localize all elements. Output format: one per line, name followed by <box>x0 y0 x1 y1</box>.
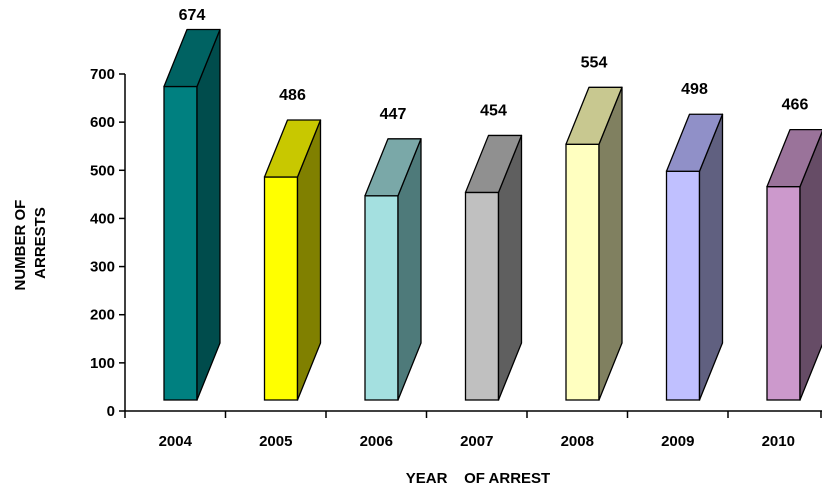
y-axis-title-line-1: NUMBER OF <box>12 200 29 291</box>
bar-front-face <box>263 176 299 401</box>
x-category-label: 2005 <box>259 433 292 450</box>
bar-2008 <box>565 86 623 401</box>
y-ticks-group: 0 100 200 300 400 500 600 700 <box>90 66 125 420</box>
bar-top-face <box>163 28 221 88</box>
bar-front-face <box>464 191 500 401</box>
bar-2010 <box>766 129 822 401</box>
bar-2005 <box>263 119 322 401</box>
y-tick-label: 200 <box>90 307 115 324</box>
bar-front-face <box>766 186 801 401</box>
bar-top-face <box>766 129 822 188</box>
bar-top-face <box>364 138 422 197</box>
x-axis-title: YEAR OF ARREST <box>406 470 550 487</box>
bar-value-label: 486 <box>279 87 306 104</box>
bar-top-face <box>565 86 623 145</box>
y-tick-label: 700 <box>90 66 115 83</box>
bar-side-face <box>196 28 221 401</box>
bar-value-label: 674 <box>179 7 206 24</box>
bar-value-label: 498 <box>681 81 708 98</box>
bar-value-label: 554 <box>581 54 608 71</box>
y-tick-label: 0 <box>107 403 115 420</box>
y-tick-label: 500 <box>90 162 115 179</box>
bar-value-label: 447 <box>380 106 407 123</box>
bars-group <box>163 28 822 401</box>
bar-value-label: 466 <box>782 97 809 114</box>
x-category-label: 2004 <box>159 433 193 450</box>
x-category-label: 2009 <box>661 433 694 450</box>
x-ticks-group: 2004 2005 2006 2007 2008 2009 2010 <box>124 411 822 450</box>
bar-value-label: 454 <box>480 102 507 119</box>
y-tick-label: 600 <box>90 114 115 131</box>
y-tick-label: 100 <box>90 355 115 372</box>
value-labels-group: 674 486 447 454 554 498 466 <box>179 7 809 123</box>
bar-2009 <box>665 113 724 401</box>
x-category-label: 2006 <box>360 433 393 450</box>
bar-top-face <box>464 134 523 194</box>
bar-2007 <box>464 134 523 401</box>
bar-2004 <box>163 28 221 401</box>
y-axis-title: NUMBER OF ARRESTS <box>12 196 49 291</box>
bar-2006 <box>364 138 422 401</box>
y-axis-title-line-2: ARRESTS <box>32 207 49 279</box>
y-tick-label: 300 <box>90 259 115 276</box>
bar-top-face <box>263 119 322 178</box>
bar-top-face <box>665 113 724 172</box>
bar-front-face <box>163 85 198 401</box>
x-category-label: 2010 <box>762 433 795 450</box>
y-tick-label: 400 <box>90 210 115 227</box>
bar-front-face <box>565 143 600 401</box>
x-category-label: 2007 <box>460 433 493 450</box>
bar-front-face <box>364 195 399 401</box>
x-category-label: 2008 <box>561 433 594 450</box>
bar-front-face <box>665 170 701 401</box>
